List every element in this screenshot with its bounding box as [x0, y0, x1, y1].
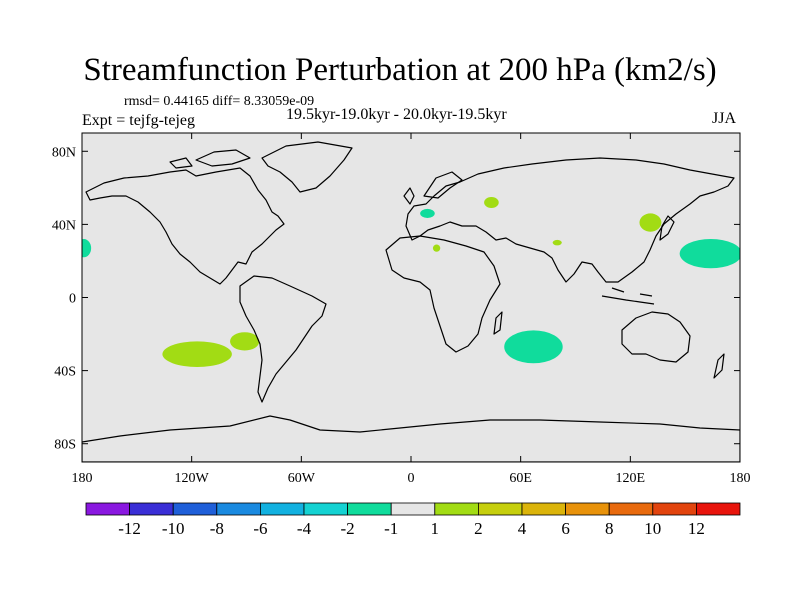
x-tick-label: 180: [730, 471, 751, 486]
coast-north-america: [85, 167, 285, 285]
latitude-ticks: 80N 40N 0 40S 80S: [52, 145, 740, 453]
colorbar-label: -10: [162, 519, 185, 538]
colorbar-swatch: [85, 502, 130, 516]
anomaly-arabia: [552, 239, 562, 246]
experiment-label: Expt = tejfg-tejeg: [82, 112, 195, 129]
anomaly-south-indian-ocean: [504, 330, 563, 364]
colorbar-swatch: [390, 502, 436, 516]
coast-arctic-islands: [169, 149, 251, 169]
season-label: JJA: [712, 110, 737, 127]
coastlines: [82, 141, 740, 462]
y-tick-label: 40N: [52, 218, 76, 233]
colorbar-label: 10: [644, 519, 661, 538]
coast-indonesia: [601, 287, 655, 305]
x-tick-label: 120E: [616, 471, 646, 486]
colorbar-swatch: [565, 502, 610, 516]
chart-title: Streamfunction Perturbation at 200 hPa (…: [83, 52, 717, 88]
x-tick-label: 0: [408, 471, 415, 486]
colorbar-swatch: [696, 502, 741, 516]
coast-greenland: [261, 141, 353, 193]
y-tick-label: 0: [69, 292, 76, 307]
colorbar-swatch: [434, 502, 479, 516]
colorbar-label: -4: [297, 519, 312, 538]
anomaly-europe: [420, 208, 435, 218]
colorbar-label: -2: [341, 519, 355, 538]
anomaly-south-pacific-west: [162, 341, 232, 367]
y-tick-label: 80N: [52, 145, 76, 160]
period-subtitle: 19.5kyr-19.0kyr - 20.0kyr-19.5kyr: [286, 106, 507, 123]
colorbar-label: -6: [253, 519, 267, 538]
colorbar-swatch: [216, 502, 261, 516]
colorbar-swatch: [303, 502, 348, 516]
anomaly-north-pacific: [679, 239, 740, 269]
anomaly-south-pacific-east: [230, 332, 260, 351]
anomaly-layer: [82, 196, 740, 367]
map-background: [82, 133, 740, 462]
colorbar-label: 1: [431, 519, 440, 538]
x-tick-label: 60E: [509, 471, 532, 486]
anomaly-north-africa: [432, 244, 441, 252]
colorbar-label: 4: [518, 519, 527, 538]
anomaly-east-asia: [639, 213, 662, 232]
colorbar-swatch: [172, 502, 218, 516]
coast-japan: [659, 215, 675, 241]
colorbar: -12 -10 -8 -6 -4 -2 -1 1 2 4 6 8 10 12: [85, 502, 741, 538]
coast-south-america: [239, 275, 327, 403]
x-tick-label: 180: [72, 471, 93, 486]
colorbar-label: 8: [605, 519, 614, 538]
colorbar-swatch: [521, 502, 566, 516]
longitude-ticks: 180 120W 60W 0 60E 120E 180: [72, 133, 751, 486]
y-tick-label: 80S: [54, 438, 76, 453]
anomaly-caspian: [484, 196, 499, 208]
x-tick-label: 120W: [175, 471, 210, 486]
colorbar-swatch: [477, 502, 523, 516]
colorbar-swatch: [652, 502, 697, 516]
colorbar-label: -12: [118, 519, 141, 538]
x-tick-label: 60W: [288, 471, 316, 486]
coast-britain: [403, 187, 415, 205]
coast-madagascar: [493, 311, 503, 335]
rmsd-diff-stats: rmsd= 0.44165 diff= 8.33059e-09: [124, 94, 315, 109]
colorbar-swatch: [608, 502, 654, 516]
colorbar-label: 2: [474, 519, 483, 538]
colorbar-label: -8: [210, 519, 224, 538]
colorbar-swatch: [259, 502, 305, 516]
coast-eurasia: [405, 157, 735, 283]
anomaly-east-pacific-dateline: [82, 239, 92, 258]
colorbar-label: 6: [561, 519, 570, 538]
coast-australia: [621, 311, 691, 363]
coast-new-zealand: [713, 353, 725, 379]
colorbar-label: -1: [384, 519, 398, 538]
colorbar-swatch: [129, 502, 174, 516]
coast-africa: [385, 235, 501, 353]
y-tick-label: 40S: [54, 365, 76, 380]
coast-antarctica: [82, 415, 740, 462]
coast-scandinavia: [423, 171, 463, 199]
colorbar-swatch: [347, 502, 392, 516]
colorbar-label: 12: [688, 519, 705, 538]
